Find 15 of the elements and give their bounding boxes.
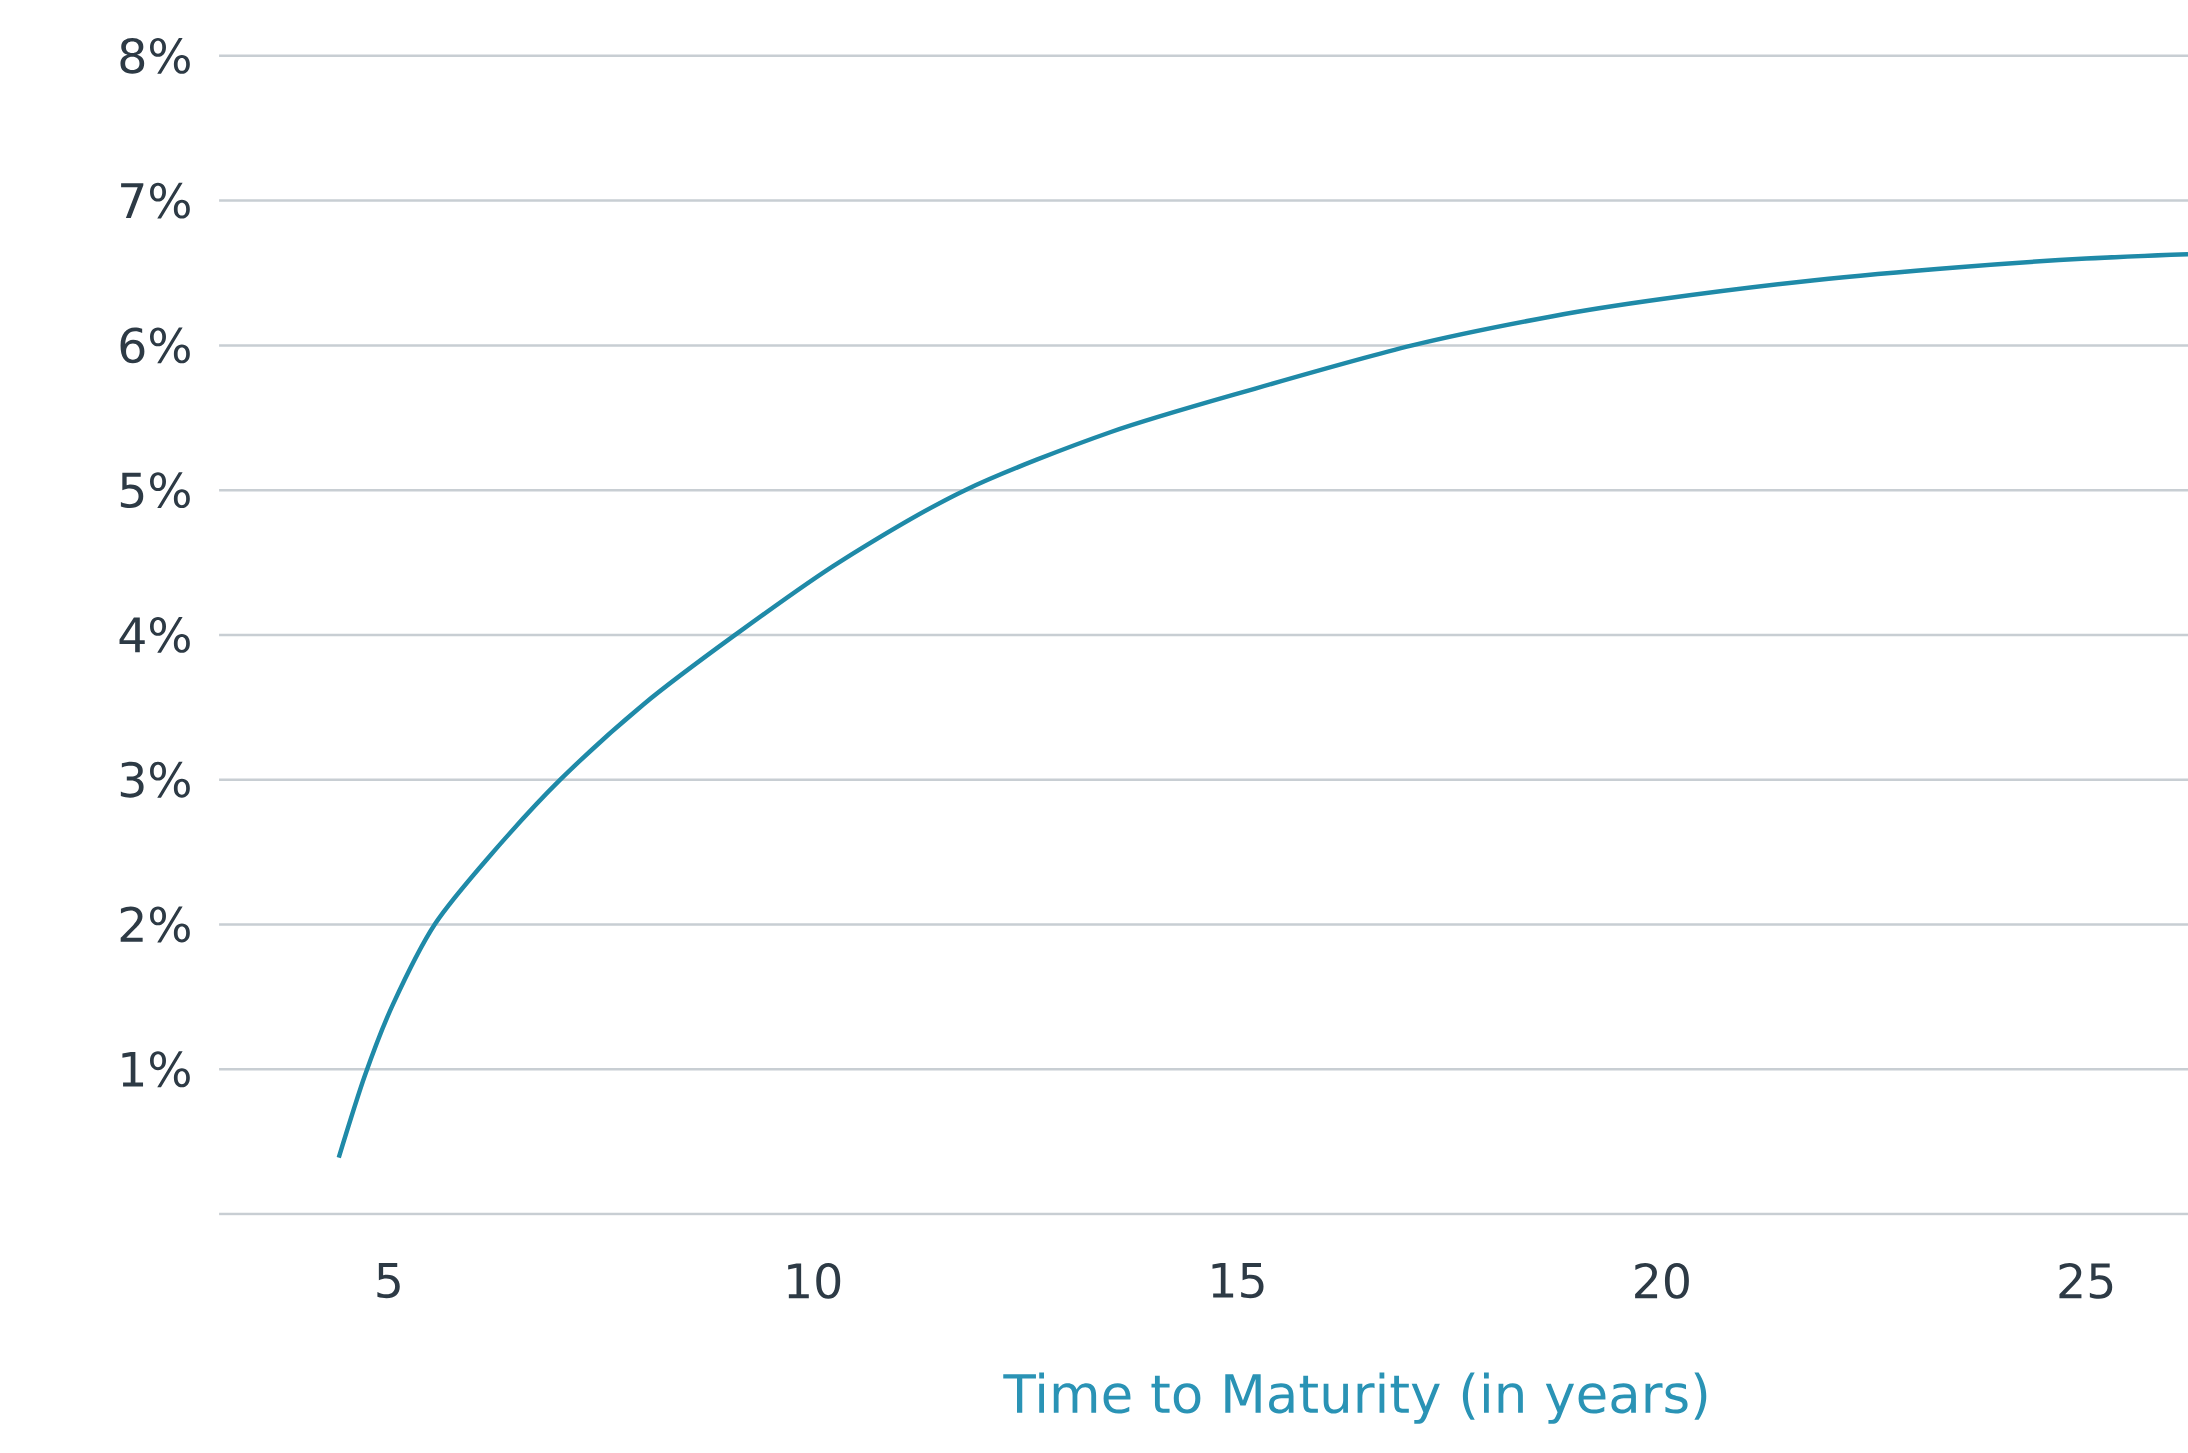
x-tick-label: 15 (1212, 1263, 1264, 1299)
x-axis-title: Time to Maturity (in years) (1003, 1372, 1707, 1425)
y-tick-label: 6% (120, 327, 190, 364)
x-tick-label: 20 (1635, 1263, 1689, 1299)
x-tick-label: 10 (788, 1263, 841, 1299)
y-tick-label: 4% (119, 617, 190, 654)
y-tick-label: 1% (122, 1051, 190, 1088)
y-tick-label: 7% (121, 182, 190, 219)
y-tick-label: 5% (120, 472, 190, 509)
x-tick-label: 5 (377, 1263, 400, 1299)
y-tick-label: 3% (120, 761, 190, 798)
y-tick-label: 8% (120, 38, 190, 74)
y-tick-label: 2% (120, 906, 190, 943)
line-series (336, 252, 2188, 1160)
x-tick-label: 25 (2059, 1263, 2113, 1299)
